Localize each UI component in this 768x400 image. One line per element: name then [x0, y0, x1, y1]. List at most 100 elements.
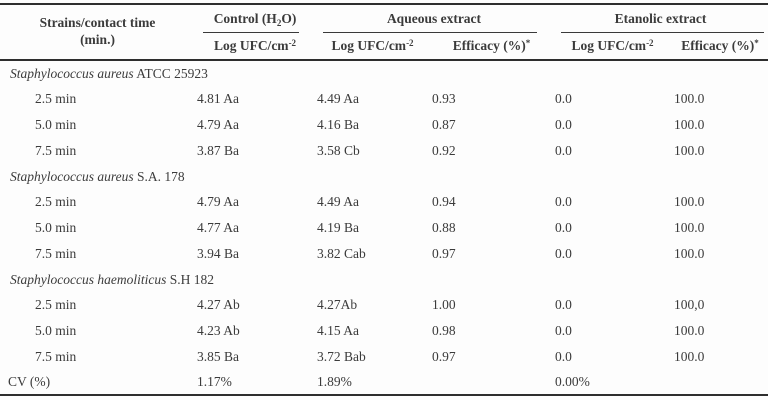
table-row: 2.5 min 4.27 Ab 4.27Ab 1.00 0.0 100,0 [0, 292, 768, 318]
etanolic-efficacy-cell: 100,0 [674, 297, 705, 312]
control-group-header: Control (H2O) [195, 4, 315, 33]
cv-control-value: 1.17% [197, 374, 232, 389]
etanolic-log-cell: 0.0 [555, 349, 572, 364]
cv-label: CV (%) [8, 374, 51, 389]
etanolic-efficacy-cell: 100.0 [674, 117, 705, 132]
strain-name-cell: Staphylococcus aureus S.A. 178 [0, 164, 768, 189]
control-log-cell: 4.23 Ab [197, 323, 240, 338]
strain-group-header: Staphylococcus aureus S.A. 178 [0, 164, 768, 189]
etanolic-log-cell: 0.0 [555, 246, 572, 261]
sub-header-row: Log UFC/cm-2 Log UFC/cm-2 Efficacy (%)* … [0, 33, 768, 61]
strains-header-line2: (min.) [80, 32, 115, 47]
cv-aqueous-value: 1.89% [317, 374, 352, 389]
strain-name-cell: Staphylococcus haemoliticus S.H 182 [0, 267, 768, 292]
logufc-label: Log UFC/cm [213, 38, 289, 53]
aqueous-efficacy-cell: 0.98 [432, 323, 456, 338]
aqueous-log-cell: 4.49 Aa [317, 194, 359, 209]
control-log-cell: 4.79 Aa [197, 194, 239, 209]
etanolic-log-cell: 0.0 [555, 91, 572, 106]
strain-species-name: Staphylococcus haemoliticus [10, 271, 167, 287]
aqueous-log-cell: 4.16 Ba [317, 117, 359, 132]
efficacy-asterisk: * [525, 38, 531, 48]
aqueous-efficacy-cell: 0.94 [432, 194, 456, 209]
empty-cell [430, 370, 553, 395]
strain-group-header: Staphylococcus aureus ATCC 25923 [0, 60, 768, 86]
etanolic-efficacy-cell: 100.0 [674, 220, 705, 235]
time-cell: 5.0 min [35, 220, 77, 235]
time-cell: 2.5 min [35, 91, 77, 106]
etanolic-log-cell: 0.0 [555, 220, 572, 235]
time-cell: 7.5 min [35, 246, 77, 261]
logufc-label: Log UFC/cm [571, 38, 647, 53]
logufc-exponent: -2 [646, 38, 654, 48]
table-header: Strains/contact time (min.) Control (H2O… [0, 4, 768, 61]
aqueous-label: Aqueous extract [386, 11, 482, 26]
time-cell: 2.5 min [35, 194, 77, 209]
logufc-exponent: -2 [406, 38, 414, 48]
strain-code: S.A. 178 [136, 168, 185, 184]
aqueous-log-cell: 4.27Ab [317, 297, 358, 312]
table-row: 7.5 min 3.87 Ba 3.58 Cb 0.92 0.0 100.0 [0, 138, 768, 164]
control-label-subscript: 2 [276, 17, 282, 28]
aqueous-log-cell: 3.58 Cb [317, 143, 360, 158]
control-log-cell: 4.27 Ab [197, 297, 240, 312]
etanolic-log-cell: 0.0 [555, 297, 572, 312]
etanolic-efficacy-cell: 100.0 [674, 246, 705, 261]
table-row: 2.5 min 4.79 Aa 4.49 Aa 0.94 0.0 100.0 [0, 189, 768, 215]
strain-code: ATCC 25923 [136, 65, 208, 81]
control-log-cell: 3.87 Ba [197, 143, 239, 158]
table-row: 2.5 min 4.81 Aa 4.49 Aa 0.93 0.0 100.0 [0, 86, 768, 112]
time-cell: 7.5 min [35, 143, 77, 158]
strain-code: S.H 182 [169, 271, 214, 287]
aqueous-log-cell: 4.15 Aa [317, 323, 359, 338]
table-row: 7.5 min 3.94 Ba 3.82 Cab 0.97 0.0 100.0 [0, 241, 768, 267]
etanolic-efficacy-cell: 100.0 [674, 349, 705, 364]
aqueous-log-cell: 4.49 Aa [317, 91, 359, 106]
table-row: 5.0 min 4.23 Ab 4.15 Aa 0.98 0.0 100.0 [0, 318, 768, 344]
control-log-cell: 4.77 Aa [197, 220, 239, 235]
aqueous-efficacy-cell: 0.97 [432, 246, 456, 261]
logufc-exponent: -2 [288, 38, 297, 48]
aqueous-efficacy-cell: 0.87 [432, 117, 456, 132]
empty-cell [672, 370, 768, 395]
aqueous-log-cell: 4.19 Ba [317, 220, 359, 235]
etanolic-efficacy-cell: 100.0 [674, 323, 705, 338]
etanolic-log-cell: 0.0 [555, 143, 572, 158]
cv-etanolic-value: 0.00% [555, 374, 590, 389]
aqueous-logufc-header: Log UFC/cm-2 [315, 33, 430, 61]
time-cell: 2.5 min [35, 297, 77, 312]
control-log-cell: 3.94 Ba [197, 246, 239, 261]
etanolic-efficacy-cell: 100.0 [674, 194, 705, 209]
time-cell: 7.5 min [35, 349, 77, 364]
antibacterial-efficacy-table: Strains/contact time (min.) Control (H2O… [0, 3, 768, 396]
etanolic-logufc-header: Log UFC/cm-2 [553, 33, 672, 61]
aqueous-efficacy-cell: 0.88 [432, 220, 456, 235]
control-log-cell: 3.85 Ba [197, 349, 239, 364]
etanolic-log-cell: 0.0 [555, 117, 572, 132]
time-cell: 5.0 min [35, 117, 77, 132]
aqueous-efficacy-cell: 0.97 [432, 349, 456, 364]
strain-species-name: Staphylococcus aureus [10, 65, 134, 81]
efficacy-label: Efficacy (%) [681, 38, 755, 53]
group-header-row: Strains/contact time (min.) Control (H2O… [0, 4, 768, 61]
strain-group-header: Staphylococcus haemoliticus S.H 182 [0, 267, 768, 292]
etanolic-label: Etanolic extract [614, 11, 707, 26]
strains-header-line1: Strains/contact time [39, 15, 156, 31]
aqueous-group-header: Aqueous extract [315, 4, 553, 33]
time-cell: 5.0 min [35, 323, 77, 338]
control-label-pre: Control (H [213, 10, 277, 26]
efficacy-asterisk: * [754, 38, 759, 48]
table-row: 7.5 min 3.85 Ba 3.72 Bab 0.97 0.0 100.0 [0, 344, 768, 370]
etanolic-group-header: Etanolic extract [553, 4, 768, 33]
table-row: 5.0 min 4.79 Aa 4.16 Ba 0.87 0.0 100.0 [0, 112, 768, 138]
aqueous-log-cell: 3.72 Bab [317, 349, 366, 364]
strains-contact-time-header: Strains/contact time (min.) [0, 4, 195, 61]
etanolic-efficacy-cell: 100.0 [674, 143, 705, 158]
aqueous-efficacy-header: Efficacy (%)* [430, 33, 553, 61]
strain-name-cell: Staphylococcus aureus ATCC 25923 [0, 60, 768, 86]
strain-species-name: Staphylococcus aureus [10, 168, 134, 184]
efficacy-label: Efficacy (%) [452, 38, 526, 53]
aqueous-log-cell: 3.82 Cab [317, 246, 366, 261]
etanolic-efficacy-cell: 100.0 [674, 91, 705, 106]
